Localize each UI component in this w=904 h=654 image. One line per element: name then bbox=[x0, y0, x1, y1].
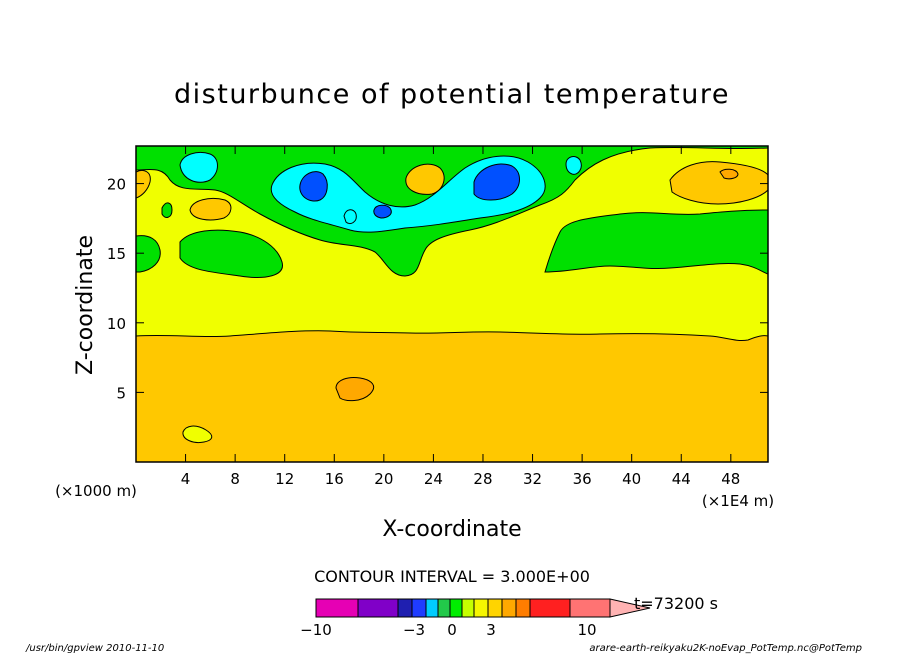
colorbar-segment bbox=[515, 598, 531, 618]
region-orange-upper-1 bbox=[405, 163, 445, 195]
colorbar-segment bbox=[437, 598, 451, 618]
x-axis-ticks: 4 8 12 16 20 24 28 32 36 40 44 48 bbox=[181, 146, 740, 488]
colorbar-segment bbox=[449, 598, 463, 618]
y-tick-label: 10 bbox=[107, 315, 126, 333]
x-tick-label: 32 bbox=[523, 470, 542, 488]
colorbar: −10 −3 0 3 10 bbox=[300, 598, 651, 639]
y-axis-title: Z-coordinate bbox=[73, 235, 98, 375]
x-tick-label: 24 bbox=[424, 470, 443, 488]
region-green-middle bbox=[179, 229, 283, 278]
colorbar-segment bbox=[473, 598, 489, 618]
colorbar-tick-label: 3 bbox=[486, 621, 496, 639]
plot-frame bbox=[135, 145, 769, 463]
colorbar-segment bbox=[569, 598, 611, 618]
region-yellow-blob bbox=[182, 425, 213, 443]
region-orange-blob bbox=[335, 377, 375, 402]
region-cyan-right bbox=[565, 156, 582, 175]
colorbar-segment bbox=[487, 598, 503, 618]
x-tick-label: 8 bbox=[230, 470, 240, 488]
x-tick-label: 28 bbox=[473, 470, 492, 488]
region-cyan-main bbox=[270, 155, 546, 233]
x-tick-label: 48 bbox=[721, 470, 740, 488]
colorbar-tick-label: −3 bbox=[403, 621, 425, 639]
colorbar-segment bbox=[397, 598, 413, 618]
y-axis-ticks: 5 10 15 20 bbox=[107, 176, 768, 402]
region-blue-core-1 bbox=[299, 171, 328, 202]
colorbar-arrow bbox=[609, 598, 651, 618]
time-label: t=73200 s bbox=[634, 594, 718, 613]
x-axis-title: X-coordinate bbox=[382, 517, 521, 542]
y-axis-unit: (×1000 m) bbox=[55, 482, 137, 500]
region-blue-core-3 bbox=[373, 204, 392, 219]
region-orange-upper-3 bbox=[669, 161, 768, 205]
x-tick-label: 40 bbox=[622, 470, 641, 488]
region-orange-upper-4 bbox=[719, 168, 739, 180]
region-green-left bbox=[136, 235, 161, 273]
x-tick-label: 36 bbox=[573, 470, 592, 488]
x-tick-label: 20 bbox=[374, 470, 393, 488]
footer-right: arare-earth-reikyaku2K-noEvap_PotTemp.nc… bbox=[589, 643, 862, 654]
colorbar-segment bbox=[501, 598, 517, 618]
x-axis-unit: (×1E4 m) bbox=[702, 492, 774, 510]
plot-area bbox=[136, 146, 768, 462]
colorbar-segment bbox=[357, 598, 399, 618]
colorbar-segment bbox=[425, 598, 439, 618]
x-tick-label: 44 bbox=[672, 470, 691, 488]
region-blue-core-2 bbox=[473, 163, 520, 201]
colorbar-segment bbox=[411, 598, 427, 618]
region-green-right bbox=[544, 209, 768, 275]
colorbar-segment bbox=[529, 598, 571, 618]
y-tick-label: 20 bbox=[107, 176, 126, 194]
region-orange-upper-2 bbox=[189, 197, 232, 221]
x-tick-label: 16 bbox=[325, 470, 344, 488]
region-cyan-dot-1 bbox=[343, 209, 357, 225]
region-orange-lower bbox=[136, 330, 768, 462]
colorbar-tick-label: −10 bbox=[300, 621, 332, 639]
colorbar-segment bbox=[315, 598, 359, 618]
y-tick-label: 5 bbox=[116, 384, 126, 402]
x-tick-label: 4 bbox=[181, 470, 191, 488]
chart-title: disturbunce of potential temperature bbox=[174, 79, 730, 110]
y-tick-label: 15 bbox=[107, 245, 126, 263]
contour-interval-label: CONTOUR INTERVAL = 3.000E+00 bbox=[314, 567, 590, 586]
region-green-dot bbox=[161, 202, 173, 218]
colorbar-tick-label: 0 bbox=[447, 621, 457, 639]
footer-left: /usr/bin/gpview 2010-11-10 bbox=[25, 643, 164, 654]
colorbar-segment bbox=[461, 598, 475, 618]
colorbar-tick-label: 10 bbox=[577, 621, 596, 639]
region-cyan-left bbox=[179, 151, 218, 183]
x-tick-label: 12 bbox=[275, 470, 294, 488]
region-orange-upper-5 bbox=[136, 169, 151, 199]
